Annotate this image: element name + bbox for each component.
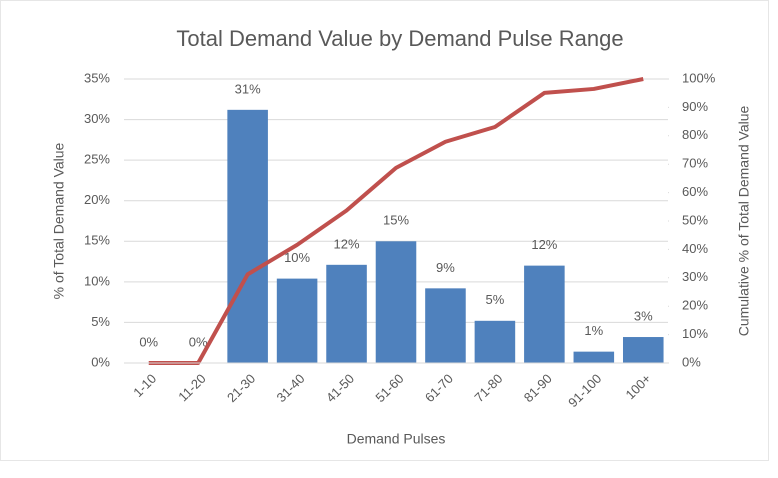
y2-tick-label: 20% [682,298,708,313]
y2-tick-label: 40% [682,241,708,256]
y2-tick-label: 10% [682,326,708,341]
y2-tick-label: 30% [682,269,708,284]
bar [425,288,466,363]
bar [375,241,417,363]
y2-axis-title: Cumulative % of Total Demand Value [736,105,752,336]
data-label: 0% [189,334,208,349]
data-label: 31% [235,81,261,96]
chart-title: Total Demand Value by Demand Pulse Range [176,26,623,51]
y2-tick-label: 60% [682,184,708,199]
y-tick-label: 25% [84,152,110,167]
y-tick-label: 0% [91,354,110,369]
y-tick-label: 35% [84,70,110,85]
y-tick-label: 5% [91,314,110,329]
y-axis-title: % of Total Demand Value [51,142,67,299]
data-label: 15% [383,213,409,228]
data-label: 1% [584,323,603,338]
data-label: 3% [634,308,653,323]
data-label: 5% [486,292,505,307]
data-label: 9% [436,260,455,275]
data-label: 12% [334,236,360,251]
chart-frame [0,0,769,461]
bar [276,278,318,363]
x-axis-title: Demand Pulses [347,431,446,447]
y-tick-label: 15% [84,233,110,248]
data-label: 0% [139,334,158,349]
y-tick-label: 30% [84,111,110,126]
y2-tick-label: 70% [682,156,708,171]
bar [326,264,367,363]
y-tick-label: 10% [84,273,110,288]
data-label: 12% [531,237,557,252]
data-label: 10% [284,250,310,265]
bar [227,109,268,363]
bar [524,265,565,363]
y2-tick-label: 0% [682,354,701,369]
y2-tick-label: 100% [682,70,716,85]
bar [474,320,516,363]
y2-tick-label: 80% [682,127,708,142]
y2-tick-label: 50% [682,212,708,227]
bar [622,337,664,363]
y2-tick-label: 90% [682,99,708,114]
y-tick-label: 20% [84,192,110,207]
line [148,77,644,365]
bar [573,351,615,363]
